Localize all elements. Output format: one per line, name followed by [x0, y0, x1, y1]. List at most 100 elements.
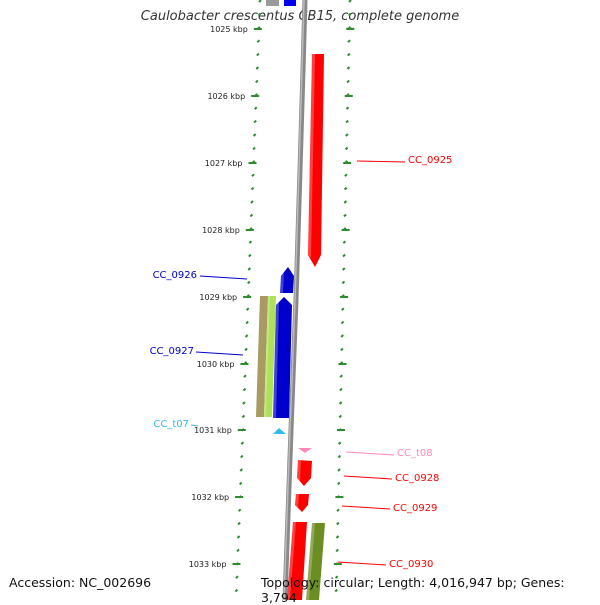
gene-lightgreen-bar-highlight [264, 296, 270, 417]
ruler-dot [344, 146, 349, 151]
ruler-dot [342, 267, 346, 271]
gene-label-cc-0926[interactable]: CC_0926 [153, 270, 197, 281]
feature-stub [284, 0, 296, 6]
feature-stub [266, 0, 279, 6]
ruler-dot [340, 347, 344, 352]
ruler-dot [244, 334, 249, 338]
ruler-dot [255, 66, 260, 70]
ruler-dot [343, 200, 348, 204]
ruler-dot [253, 119, 257, 124]
ruler-dot [344, 173, 348, 177]
ruler-dot [342, 240, 347, 244]
ruler-dot [239, 468, 243, 472]
ruler-dot [336, 521, 340, 526]
gene-cc-0926-highlight [280, 273, 284, 293]
gene-cc-0929-highlight [295, 494, 299, 508]
ruler-dot [238, 481, 243, 486]
ruler-dot [334, 588, 338, 593]
ruler-dot [343, 213, 347, 218]
ruler-label: 1031 kbp [194, 426, 232, 435]
gene-cc-0930-highlight [287, 522, 296, 600]
gene-cc-0928[interactable] [297, 460, 312, 486]
gene-label-cc-t07[interactable]: CC_t07 [153, 419, 189, 430]
gene-label-cc-t08[interactable]: CC_t08 [397, 448, 433, 459]
gene-cc-0926[interactable] [280, 267, 294, 293]
gene-label-cc-0929[interactable]: CC_0929 [393, 503, 437, 514]
ruler-label: 1026 kbp [207, 92, 245, 101]
ruler-dot [240, 454, 244, 459]
ruler-dot [345, 106, 350, 110]
ruler-dot [243, 374, 247, 378]
genome-backbone [282, 0, 308, 600]
ruler-dot [342, 253, 346, 258]
accession-text: Accession: NC_002696 [9, 575, 152, 590]
gene-label-cc-0930[interactable]: CC_0930 [389, 559, 433, 570]
ruler-dot [237, 508, 242, 512]
ruler-label: 1025 kbp [210, 25, 248, 34]
gene-label-cc-0925[interactable]: CC_0925 [408, 155, 452, 166]
ruler-dot [337, 454, 342, 459]
gene-cc-0927[interactable] [273, 297, 292, 418]
gene-label-leader [195, 351, 244, 356]
gene-cc-0930[interactable] [287, 522, 307, 600]
ruler-dot [236, 535, 241, 539]
gene-cc-0927-highlight [273, 302, 279, 418]
ruler-dot [338, 401, 343, 405]
ruler-dot [347, 12, 352, 17]
gene-olive-bottom[interactable] [306, 523, 325, 600]
gene-cc-0929[interactable] [295, 494, 309, 512]
gene-cc-0928-highlight [297, 460, 301, 482]
gene-lightgreen-bar[interactable] [264, 296, 276, 417]
ruler-dot [334, 575, 339, 579]
ruler-dot [255, 79, 259, 84]
gene-cc-t08[interactable] [298, 448, 312, 453]
gene-label-cc-0927[interactable]: CC_0927 [150, 346, 194, 357]
ruler-dot [240, 441, 245, 445]
gene-label-leader [337, 561, 387, 566]
topology-summary: Topology: circular; Length: 4,016,947 bp… [261, 575, 565, 605]
ruler-dot [337, 468, 341, 472]
ruler-label: 1027 kbp [205, 159, 243, 168]
ruler-dot [341, 307, 345, 311]
ruler-dot [340, 334, 344, 338]
gene-cc-0925-highlight [308, 54, 315, 258]
map-title: Caulobacter crescentus CB15, complete ge… [140, 9, 460, 24]
gene-label-leader [190, 424, 199, 427]
ruler-dot [245, 307, 250, 311]
ruler-label: 1030 kbp [197, 360, 235, 369]
ruler-dot [237, 521, 241, 526]
ruler-dot [248, 253, 252, 258]
ruler-dot [242, 387, 247, 392]
ruler-dot [346, 66, 351, 70]
gene-label-leader [341, 505, 391, 510]
gene-cc-0925[interactable] [308, 54, 324, 267]
gene-label-leader [356, 160, 406, 163]
ruler-dot [245, 320, 249, 325]
gene-olive-bottom-highlight [306, 523, 315, 600]
gene-cc-t07[interactable] [273, 428, 286, 434]
gene-label-leader [343, 475, 393, 480]
ruler-dot [335, 548, 339, 553]
gene-label-cc-0928[interactable]: CC_0928 [395, 473, 439, 484]
ruler-dot [347, 52, 351, 57]
ruler-label: 1029 kbp [199, 293, 237, 302]
ruler-dot [337, 441, 342, 445]
ruler-label: 1028 kbp [202, 226, 240, 235]
ruler-dot [251, 173, 255, 177]
ruler-dot [250, 186, 255, 191]
ruler-dot [247, 280, 251, 285]
ruler-dot [256, 39, 261, 43]
ruler-label: 1033 kbp [189, 560, 227, 569]
ruler-dot [345, 133, 349, 137]
gene-label-leader [199, 275, 248, 280]
ruler-dot [249, 213, 254, 218]
ruler-dot [339, 374, 343, 378]
ruler-dot [242, 401, 246, 405]
ruler-dot [244, 347, 248, 352]
ruler-dot [257, 12, 262, 17]
ruler-dot [339, 387, 343, 392]
ruler-dot [248, 240, 253, 244]
ruler-dot [258, 0, 262, 3]
ruler-dot [254, 106, 258, 110]
